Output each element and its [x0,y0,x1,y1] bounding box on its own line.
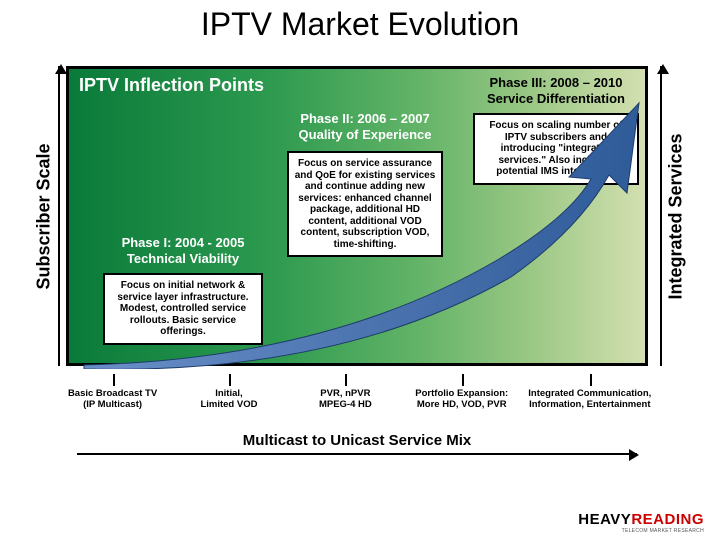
phase3-desc: Focus on scaling number of IPTV subscrib… [473,113,639,185]
y-axis-label: Subscriber Scale [32,66,56,366]
tick-mark [590,374,592,386]
phase1-desc: Focus on initial network & service layer… [103,273,263,345]
x-axis-label: Multicast to Unicast Service Mix [66,432,648,449]
page-title: IPTV Market Evolution [0,0,720,45]
inflection-title: IPTV Inflection Points [79,75,264,96]
x-ticks: Basic Broadcast TV(IP Multicast) Initial,… [66,374,648,428]
right-axis-label: Integrated Services [664,66,688,366]
phase2-title: Phase II: 2006 – 2007Quality of Experien… [275,111,455,142]
tick-label: Integrated Communication,Information, En… [510,388,670,411]
tick-mark [345,374,347,386]
x-axis: Multicast to Unicast Service Mix [66,432,648,455]
tick-label: Initial,Limited VOD [184,388,274,411]
tick-mark [113,374,115,386]
phase2-desc: Focus on service assurance and QoE for e… [287,151,443,257]
tick-label: PVR, nPVRMPEG-4 HD [295,388,395,411]
tick-label: Basic Broadcast TV(IP Multicast) [63,388,163,411]
tick-mark [229,374,231,386]
chart-area: IPTV Inflection Points Phase I: 2004 - 2… [66,66,648,366]
phase1-title: Phase I: 2004 - 2005Technical Viability [103,235,263,266]
phase3-title: Phase III: 2008 – 2010Service Differenti… [465,75,647,106]
y-axis-line [58,66,60,366]
tick-mark [462,374,464,386]
brand-logo: HEAVYREADING TELECOM MARKET RESEARCH [578,511,704,534]
tick-label: Portfolio Expansion:More HD, VOD, PVR [397,388,527,411]
diagram-stage: Subscriber Scale Integrated Services IPT… [38,56,682,472]
right-axis-line [660,66,662,366]
